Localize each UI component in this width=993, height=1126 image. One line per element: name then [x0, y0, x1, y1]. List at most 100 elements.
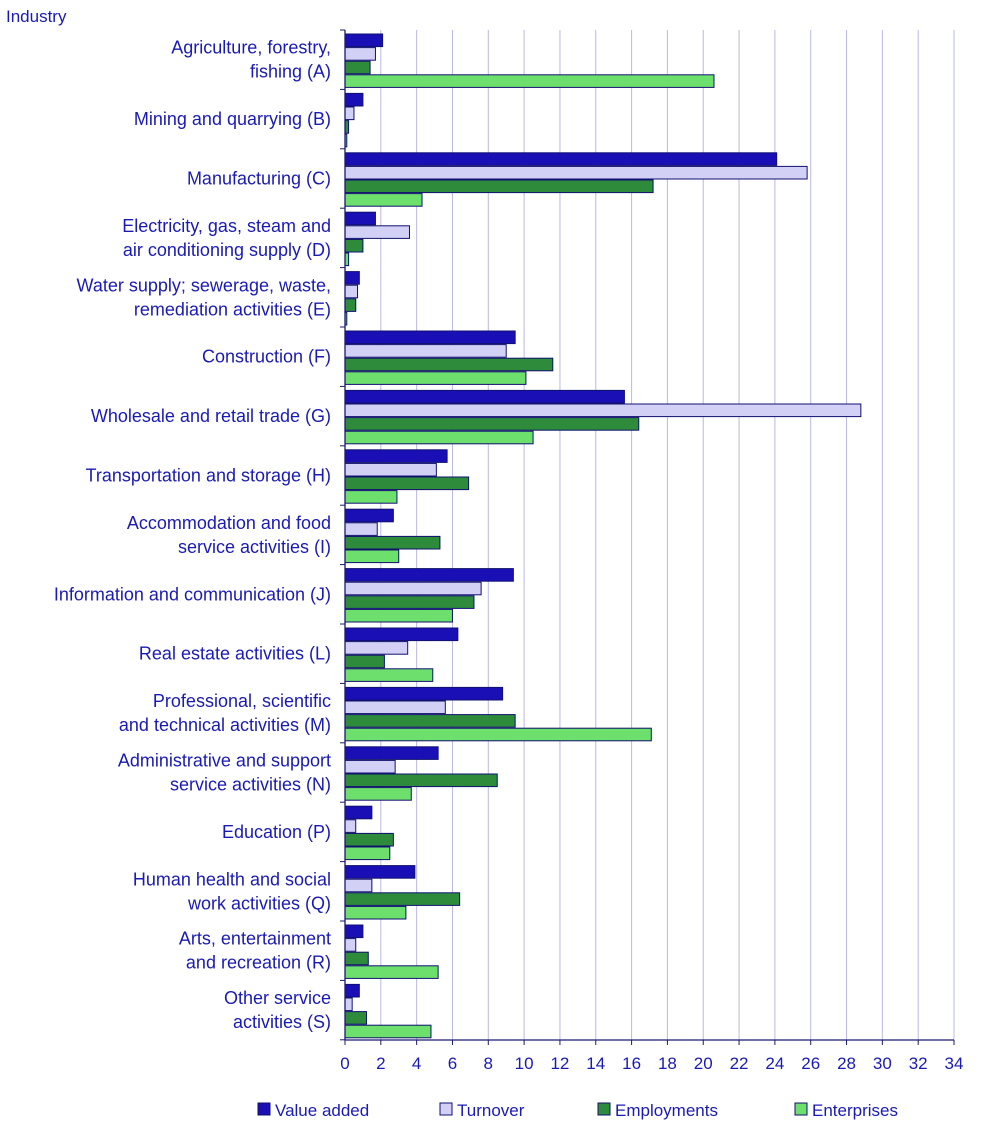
bar-turnover — [344, 284, 359, 299]
bar-employments — [344, 238, 364, 253]
category-label: Information and communication (J) — [54, 584, 331, 604]
bar-value-added — [344, 449, 448, 463]
bar-value-added — [344, 211, 376, 226]
category-group — [344, 865, 461, 920]
x-tick-label: 28 — [837, 1054, 856, 1073]
bar-enterprises — [344, 787, 412, 801]
bar-employments — [344, 476, 470, 491]
bar-employments — [344, 951, 369, 966]
category-group — [344, 568, 514, 623]
category-label-line: Construction (F) — [202, 347, 331, 367]
category-group — [344, 33, 715, 88]
category-group — [344, 805, 394, 861]
bar-enterprises — [344, 965, 439, 979]
legend-swatch — [257, 1102, 271, 1116]
legend-swatch — [794, 1102, 808, 1116]
legend-label: Value added — [275, 1101, 369, 1120]
x-tick-label: 26 — [801, 1054, 820, 1073]
bar-employments — [344, 595, 475, 609]
x-tick-label: 22 — [730, 1054, 749, 1073]
x-tick-label: 24 — [765, 1054, 784, 1073]
bar-employments — [344, 60, 371, 75]
category-group — [344, 92, 364, 148]
bar-enterprises — [344, 608, 453, 623]
bar-value-added — [344, 865, 416, 879]
bar-turnover — [344, 938, 357, 952]
bar-turnover — [344, 165, 808, 180]
bar-employments — [344, 892, 461, 906]
category-label: Manufacturing (C) — [187, 169, 331, 189]
bar-enterprises — [344, 727, 652, 742]
legend-label: Enterprises — [812, 1101, 898, 1120]
category-label: Professional, scientific and technical ac… — [119, 691, 331, 735]
axes — [340, 29, 955, 1045]
bar-turnover — [344, 225, 410, 239]
bar-value-added — [344, 152, 778, 166]
x-tick-label: 30 — [873, 1054, 892, 1073]
bar-value-added — [344, 330, 516, 345]
category-label: Human health and social work activities (… — [133, 869, 331, 913]
category-label: Arts, entertainment and recreation (R) — [179, 929, 331, 973]
category-group — [344, 924, 439, 979]
y-axis-title: Industry — [6, 7, 67, 26]
bar-turnover — [344, 47, 376, 61]
category-group — [344, 686, 652, 742]
x-tick-labels: 0 2 4 6 8 10 12 14 16 18 20 22 24 26 28 30 32 34 — [340, 1054, 963, 1073]
legend-item: Value added — [257, 1101, 369, 1120]
category-group — [344, 508, 441, 564]
x-tick-label: 6 — [448, 1054, 457, 1073]
legend-swatch — [597, 1102, 611, 1116]
category-label-line: fishing (A) — [250, 62, 331, 82]
bar-enterprises — [344, 193, 423, 207]
category-group — [344, 746, 498, 801]
bar-employments — [344, 714, 516, 728]
bar-value-added — [344, 746, 439, 760]
category-label-line: remediation activities (E) — [134, 299, 331, 319]
bar-employments — [344, 654, 385, 669]
bar-employments — [344, 1011, 367, 1025]
category-group — [344, 211, 410, 267]
category-label: Water supply; sewerage, waste, remediatio… — [77, 275, 331, 319]
category-label-line: Human health and social — [133, 869, 331, 889]
category-label-line: Education (P) — [222, 822, 331, 842]
category-label-line: and technical activities (M) — [119, 715, 331, 735]
bar-turnover — [344, 522, 378, 536]
bar-employments — [344, 773, 498, 788]
bar-value-added — [344, 389, 625, 404]
legend-item: Employments — [597, 1101, 718, 1120]
bar-employments — [344, 298, 357, 312]
legend-item: Turnover — [439, 1101, 525, 1120]
x-tick-label: 12 — [550, 1054, 569, 1073]
category-group — [344, 152, 808, 207]
category-label-line: Accommodation and food — [127, 513, 331, 533]
bar-value-added — [344, 924, 364, 939]
bars — [344, 33, 862, 1039]
category-label: Administrative and support service activi… — [118, 751, 331, 795]
bar-employments — [344, 535, 441, 550]
category-label-line: Wholesale and retail trade (G) — [91, 406, 331, 426]
category-label-line: Agriculture, forestry, — [171, 38, 331, 58]
category-label: Electricity, gas, steam and air condition… — [122, 216, 331, 260]
category-label-line: Real estate activities (L) — [139, 644, 331, 664]
bar-employments — [344, 179, 654, 194]
category-label-line: Information and communication (J) — [54, 584, 331, 604]
bar-turnover — [344, 819, 357, 833]
category-label: Agriculture, forestry, fishing (A) — [171, 38, 331, 82]
category-label-line: service activities (N) — [170, 775, 331, 795]
bar-turnover — [344, 878, 373, 893]
category-group — [344, 983, 432, 1039]
bar-enterprises — [344, 74, 715, 88]
bar-turnover — [344, 403, 862, 418]
bar-turnover — [344, 759, 396, 774]
bar-value-added — [344, 92, 364, 107]
category-labels: Agriculture, forestry, fishing (A) Mining … — [54, 38, 331, 1032]
category-label-line: activities (S) — [233, 1012, 331, 1032]
x-tick-label: 20 — [694, 1054, 713, 1073]
bar-employments — [344, 357, 554, 372]
bar-value-added — [344, 686, 504, 701]
x-tick-label: 16 — [622, 1054, 641, 1073]
bar-value-added — [344, 983, 360, 998]
category-label-line: Transportation and storage (H) — [86, 466, 331, 486]
x-tick-label: 18 — [658, 1054, 677, 1073]
